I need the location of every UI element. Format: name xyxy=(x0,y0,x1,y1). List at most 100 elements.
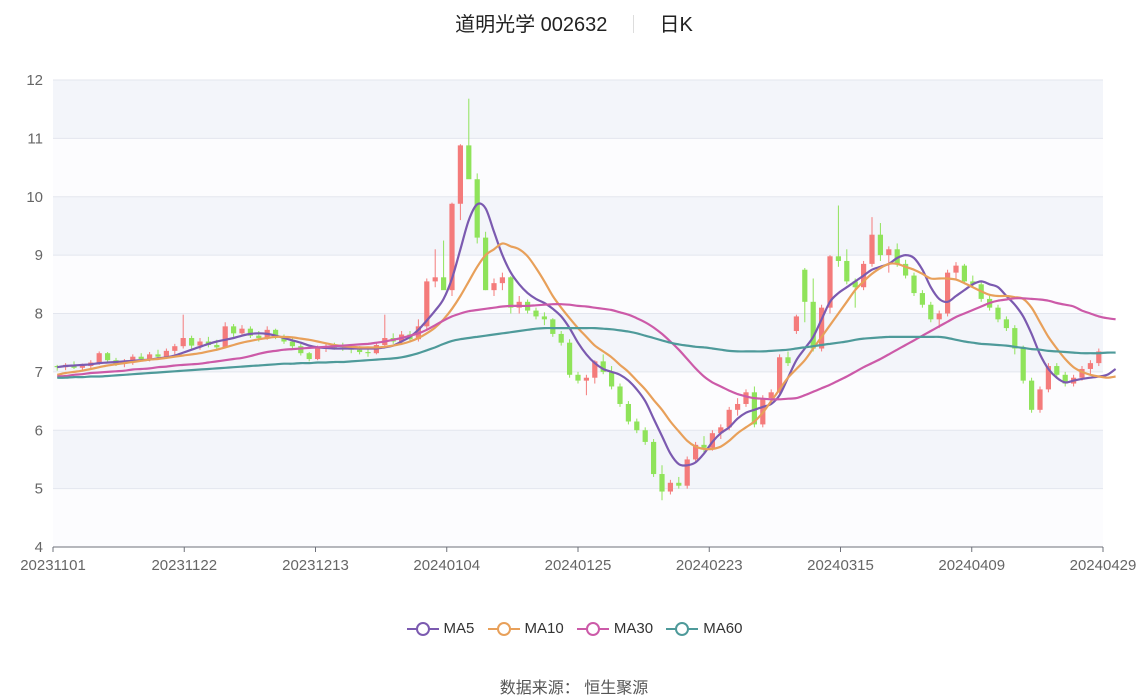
candle-body xyxy=(566,342,573,375)
period-label: 日K xyxy=(659,14,693,36)
x-tick-label: 20240429 xyxy=(1070,557,1137,574)
candle-body xyxy=(650,441,657,475)
candle-body xyxy=(104,353,111,361)
series-line-ma5 xyxy=(57,202,1117,467)
candle xyxy=(911,272,917,296)
candle-body xyxy=(970,281,976,285)
candle-body xyxy=(214,345,220,348)
candle xyxy=(928,301,934,323)
candle-body xyxy=(659,474,665,492)
candle xyxy=(869,217,875,267)
y-tick-label: 12 xyxy=(26,72,43,89)
x-tick-label: 20240409 xyxy=(938,557,1005,574)
candle xyxy=(533,307,539,320)
series-line-ma60 xyxy=(57,326,1116,379)
candle xyxy=(793,314,800,334)
candle-body xyxy=(877,234,884,256)
y-axis: 4 5 6 7 8 9 10 11 12 xyxy=(26,72,43,556)
candle-body xyxy=(776,357,783,393)
candle xyxy=(1012,325,1018,355)
candle-body xyxy=(625,403,632,422)
candle-body xyxy=(810,301,816,349)
legend-item-ma30[interactable]: MA30 xyxy=(576,620,653,637)
candle xyxy=(802,267,808,323)
candle xyxy=(617,383,623,407)
candle-body xyxy=(743,392,749,404)
candle-body xyxy=(155,354,161,357)
candle xyxy=(659,465,665,501)
candle-body xyxy=(289,341,296,347)
candle-body xyxy=(785,357,791,364)
candle xyxy=(835,205,842,267)
candle xyxy=(625,401,632,425)
candle xyxy=(877,223,884,261)
candle xyxy=(852,278,858,308)
candle xyxy=(634,418,640,434)
candle xyxy=(466,98,472,180)
candle-body xyxy=(919,293,926,305)
candle-body xyxy=(222,326,228,348)
candle xyxy=(239,325,245,336)
series-line-ma30 xyxy=(57,297,1116,401)
y-tick-label: 10 xyxy=(26,189,43,206)
candle-body xyxy=(953,265,959,273)
candle xyxy=(482,231,489,291)
candle xyxy=(919,290,926,308)
candle-body xyxy=(575,374,581,381)
candle xyxy=(718,424,724,440)
grid-band xyxy=(53,255,1103,314)
candle-body xyxy=(793,316,800,332)
legend-item-ma60[interactable]: MA60 xyxy=(665,620,742,637)
candle xyxy=(684,456,690,489)
candle-body xyxy=(835,256,842,261)
candle-body xyxy=(499,277,506,284)
candle-body xyxy=(256,335,262,339)
candle-body xyxy=(692,444,699,460)
candle-body xyxy=(457,145,464,204)
candle-body xyxy=(1079,368,1085,378)
candle xyxy=(1037,386,1043,413)
candle xyxy=(608,366,615,390)
legend-item-ma5[interactable]: MA5 xyxy=(406,620,474,637)
candle xyxy=(1054,363,1060,378)
candle xyxy=(172,343,178,355)
candle xyxy=(306,352,312,362)
candle xyxy=(180,314,186,349)
candle xyxy=(508,276,514,314)
candle-body xyxy=(1054,366,1060,375)
candle-body xyxy=(365,352,371,354)
candle-body xyxy=(432,277,438,282)
candle-body xyxy=(608,371,615,387)
candle-body xyxy=(314,348,321,360)
candle xyxy=(600,354,606,375)
series-line-ma10 xyxy=(56,242,1116,451)
candle xyxy=(365,348,371,357)
title-separator xyxy=(632,15,634,33)
candle-body xyxy=(508,277,514,308)
candle-body xyxy=(1045,366,1052,390)
data-source: 数据来源： 恒生聚源 xyxy=(499,680,649,697)
candle-body xyxy=(96,353,102,363)
candle xyxy=(516,295,522,314)
grid-bands xyxy=(53,80,1103,547)
ma30-legend-icon xyxy=(576,621,609,636)
y-tick-label: 8 xyxy=(35,306,43,323)
x-tick-label: 20231213 xyxy=(282,557,349,574)
y-tick-label: 4 xyxy=(35,539,43,556)
legend-item-ma10[interactable]: MA10 xyxy=(487,620,564,637)
candle-body xyxy=(827,256,833,308)
candle xyxy=(222,322,228,349)
chart-title: 道明光学 002632 日K xyxy=(0,8,1148,37)
legend: MA5 MA10 MA30 MA60 xyxy=(0,620,1148,641)
candle xyxy=(499,272,506,291)
candle-body xyxy=(1096,351,1102,364)
candle-body xyxy=(928,304,934,320)
candle-body xyxy=(852,281,858,288)
candle-body xyxy=(583,377,590,381)
candle xyxy=(810,278,816,352)
candle xyxy=(440,240,447,291)
candle-body xyxy=(188,338,195,346)
candle-body xyxy=(676,482,682,486)
candle-body xyxy=(818,307,825,349)
